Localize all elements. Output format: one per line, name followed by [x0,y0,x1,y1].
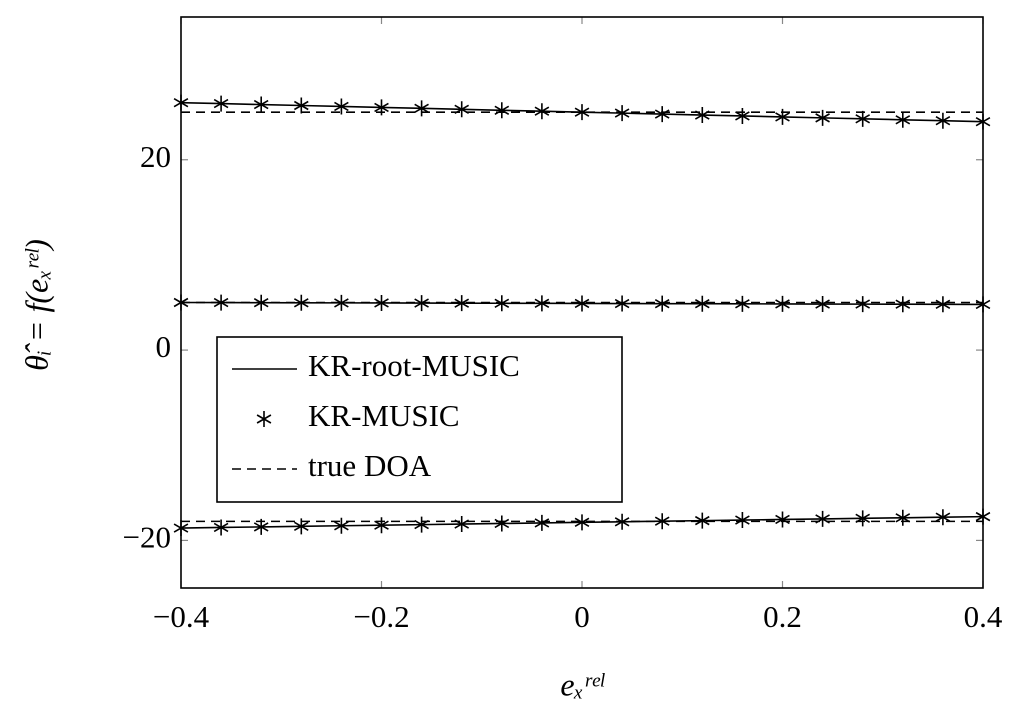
marker [895,509,911,526]
marker [374,517,389,534]
marker [815,109,830,126]
marker [694,295,710,312]
legend-label: true DOA [308,448,432,483]
marker [614,105,630,122]
marker [534,295,550,312]
marker [855,110,871,127]
x-tick-label: −0.4 [153,599,210,634]
marker [775,295,790,312]
marker [935,112,951,129]
marker [213,95,229,112]
marker [935,509,951,526]
x-tick-label: 0.2 [763,599,802,634]
marker [414,100,429,117]
marker [213,294,229,311]
marker [574,295,590,312]
marker [895,296,911,313]
marker [253,96,269,113]
y-tick-label: 0 [156,329,172,364]
marker [213,519,229,536]
marker [895,111,911,128]
marker [735,107,750,124]
marker [334,517,349,534]
x-tick-label: −0.2 [353,599,409,634]
marker [735,295,750,312]
marker [454,295,470,312]
marker [534,514,550,531]
marker [935,296,951,313]
marker [534,103,550,120]
x-axis-label: eₓʳᵉˡ [560,666,605,702]
marker [334,98,349,115]
marker [574,514,590,531]
marker [334,294,349,311]
marker [855,296,871,313]
marker [815,296,830,313]
legend-label: KR-MUSIC [308,398,460,433]
y-tick-label: 20 [140,139,171,174]
marker [654,295,670,312]
legend-marker [256,411,272,427]
plot-frame [180,16,984,589]
x-tick-label: 0 [574,599,590,634]
marker [574,104,590,121]
y-tick-label: −20 [123,520,171,555]
marker [614,295,630,312]
legend-box [216,336,623,503]
y-axis-label: θ̂ᵢ = f(eₓʳᵉˡ) [18,239,54,371]
x-tick-label: 0.4 [964,599,1003,634]
marker [293,97,309,114]
marker [694,512,710,529]
legend-label: KR-root-MUSIC [308,348,520,383]
marker [735,512,750,529]
